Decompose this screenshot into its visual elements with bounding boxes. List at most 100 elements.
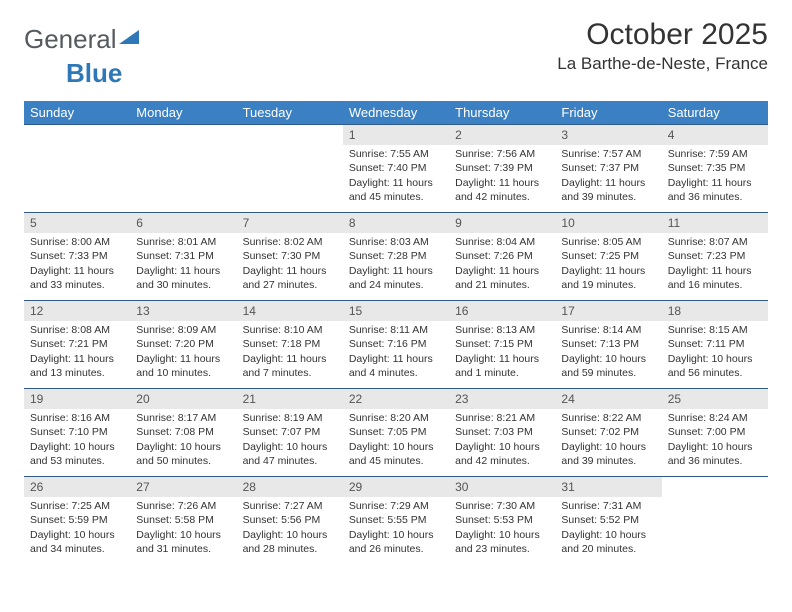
sunrise-text: Sunrise: 7:25 AM — [30, 499, 124, 513]
sunrise-text: Sunrise: 8:17 AM — [136, 411, 230, 425]
day-number: 20 — [130, 389, 236, 409]
daylight-text: Daylight: 10 hours and 53 minutes. — [30, 440, 124, 468]
day-content: Sunrise: 8:20 AMSunset: 7:05 PMDaylight:… — [343, 409, 449, 472]
calendar-cell: 23Sunrise: 8:21 AMSunset: 7:03 PMDayligh… — [449, 389, 555, 477]
day-content: Sunrise: 8:22 AMSunset: 7:02 PMDaylight:… — [555, 409, 661, 472]
day-content: Sunrise: 8:24 AMSunset: 7:00 PMDaylight:… — [662, 409, 768, 472]
day-content: Sunrise: 7:25 AMSunset: 5:59 PMDaylight:… — [24, 497, 130, 560]
sunrise-text: Sunrise: 8:15 AM — [668, 323, 762, 337]
calendar-cell: 25Sunrise: 8:24 AMSunset: 7:00 PMDayligh… — [662, 389, 768, 477]
day-content: Sunrise: 7:31 AMSunset: 5:52 PMDaylight:… — [555, 497, 661, 560]
calendar-cell: 19Sunrise: 8:16 AMSunset: 7:10 PMDayligh… — [24, 389, 130, 477]
sunset-text: Sunset: 5:52 PM — [561, 513, 655, 527]
day-number: 10 — [555, 213, 661, 233]
day-number: 2 — [449, 125, 555, 145]
calendar-cell: 12Sunrise: 8:08 AMSunset: 7:21 PMDayligh… — [24, 301, 130, 389]
calendar-cell: 3Sunrise: 7:57 AMSunset: 7:37 PMDaylight… — [555, 125, 661, 213]
sunset-text: Sunset: 7:31 PM — [136, 249, 230, 263]
daylight-text: Daylight: 10 hours and 28 minutes. — [243, 528, 337, 556]
sunrise-text: Sunrise: 8:13 AM — [455, 323, 549, 337]
day-content: Sunrise: 8:13 AMSunset: 7:15 PMDaylight:… — [449, 321, 555, 384]
day-content: Sunrise: 8:21 AMSunset: 7:03 PMDaylight:… — [449, 409, 555, 472]
sunset-text: Sunset: 7:39 PM — [455, 161, 549, 175]
daylight-text: Daylight: 11 hours and 19 minutes. — [561, 264, 655, 292]
sunrise-text: Sunrise: 8:08 AM — [30, 323, 124, 337]
sunrise-text: Sunrise: 8:02 AM — [243, 235, 337, 249]
day-content: Sunrise: 7:59 AMSunset: 7:35 PMDaylight:… — [662, 145, 768, 208]
daylight-text: Daylight: 11 hours and 30 minutes. — [136, 264, 230, 292]
day-number: 14 — [237, 301, 343, 321]
location-subtitle: La Barthe-de-Neste, France — [557, 54, 768, 74]
day-content: Sunrise: 8:05 AMSunset: 7:25 PMDaylight:… — [555, 233, 661, 296]
daylight-text: Daylight: 10 hours and 34 minutes. — [30, 528, 124, 556]
sunset-text: Sunset: 7:23 PM — [668, 249, 762, 263]
day-content: Sunrise: 7:26 AMSunset: 5:58 PMDaylight:… — [130, 497, 236, 560]
daylight-text: Daylight: 10 hours and 50 minutes. — [136, 440, 230, 468]
day-number: 27 — [130, 477, 236, 497]
sunrise-text: Sunrise: 7:55 AM — [349, 147, 443, 161]
sunset-text: Sunset: 5:59 PM — [30, 513, 124, 527]
day-number: 16 — [449, 301, 555, 321]
calendar-cell — [662, 477, 768, 565]
sunrise-text: Sunrise: 7:29 AM — [349, 499, 443, 513]
calendar-cell: 10Sunrise: 8:05 AMSunset: 7:25 PMDayligh… — [555, 213, 661, 301]
calendar-cell — [237, 125, 343, 213]
sunrise-text: Sunrise: 8:20 AM — [349, 411, 443, 425]
sunrise-text: Sunrise: 8:09 AM — [136, 323, 230, 337]
day-number: 5 — [24, 213, 130, 233]
sunset-text: Sunset: 7:37 PM — [561, 161, 655, 175]
day-number: 31 — [555, 477, 661, 497]
day-content: Sunrise: 7:30 AMSunset: 5:53 PMDaylight:… — [449, 497, 555, 560]
calendar-cell: 18Sunrise: 8:15 AMSunset: 7:11 PMDayligh… — [662, 301, 768, 389]
sunrise-text: Sunrise: 7:56 AM — [455, 147, 549, 161]
day-content: Sunrise: 8:08 AMSunset: 7:21 PMDaylight:… — [24, 321, 130, 384]
daylight-text: Daylight: 11 hours and 21 minutes. — [455, 264, 549, 292]
sunrise-text: Sunrise: 8:04 AM — [455, 235, 549, 249]
daylight-text: Daylight: 10 hours and 45 minutes. — [349, 440, 443, 468]
day-content: Sunrise: 7:57 AMSunset: 7:37 PMDaylight:… — [555, 145, 661, 208]
day-number: 19 — [24, 389, 130, 409]
calendar-row: 5Sunrise: 8:00 AMSunset: 7:33 PMDaylight… — [24, 213, 768, 301]
day-content: Sunrise: 7:27 AMSunset: 5:56 PMDaylight:… — [237, 497, 343, 560]
day-content: Sunrise: 8:17 AMSunset: 7:08 PMDaylight:… — [130, 409, 236, 472]
sunset-text: Sunset: 7:00 PM — [668, 425, 762, 439]
day-number: 30 — [449, 477, 555, 497]
sunset-text: Sunset: 7:02 PM — [561, 425, 655, 439]
weekday-header: Tuesday — [237, 101, 343, 125]
sunrise-text: Sunrise: 8:05 AM — [561, 235, 655, 249]
sunset-text: Sunset: 7:15 PM — [455, 337, 549, 351]
day-content: Sunrise: 8:00 AMSunset: 7:33 PMDaylight:… — [24, 233, 130, 296]
sunset-text: Sunset: 7:26 PM — [455, 249, 549, 263]
day-number: 25 — [662, 389, 768, 409]
sunrise-text: Sunrise: 7:59 AM — [668, 147, 762, 161]
weekday-header: Sunday — [24, 101, 130, 125]
calendar-cell: 17Sunrise: 8:14 AMSunset: 7:13 PMDayligh… — [555, 301, 661, 389]
calendar-cell: 7Sunrise: 8:02 AMSunset: 7:30 PMDaylight… — [237, 213, 343, 301]
day-number: 13 — [130, 301, 236, 321]
brand-logo: General — [24, 24, 141, 55]
day-content: Sunrise: 8:04 AMSunset: 7:26 PMDaylight:… — [449, 233, 555, 296]
calendar-cell — [130, 125, 236, 213]
daylight-text: Daylight: 10 hours and 39 minutes. — [561, 440, 655, 468]
calendar-row: 19Sunrise: 8:16 AMSunset: 7:10 PMDayligh… — [24, 389, 768, 477]
sunset-text: Sunset: 7:10 PM — [30, 425, 124, 439]
calendar-cell: 2Sunrise: 7:56 AMSunset: 7:39 PMDaylight… — [449, 125, 555, 213]
brand-blue: Blue — [66, 58, 122, 88]
calendar-table: Sunday Monday Tuesday Wednesday Thursday… — [24, 101, 768, 565]
calendar-cell: 27Sunrise: 7:26 AMSunset: 5:58 PMDayligh… — [130, 477, 236, 565]
title-block: October 2025 La Barthe-de-Neste, France — [557, 18, 768, 74]
sunset-text: Sunset: 5:55 PM — [349, 513, 443, 527]
day-content: Sunrise: 7:56 AMSunset: 7:39 PMDaylight:… — [449, 145, 555, 208]
sunrise-text: Sunrise: 8:10 AM — [243, 323, 337, 337]
weekday-header: Wednesday — [343, 101, 449, 125]
day-number: 4 — [662, 125, 768, 145]
sunset-text: Sunset: 7:16 PM — [349, 337, 443, 351]
sunset-text: Sunset: 7:35 PM — [668, 161, 762, 175]
sunset-text: Sunset: 7:08 PM — [136, 425, 230, 439]
day-number: 29 — [343, 477, 449, 497]
calendar-cell: 30Sunrise: 7:30 AMSunset: 5:53 PMDayligh… — [449, 477, 555, 565]
weekday-header: Saturday — [662, 101, 768, 125]
sunrise-text: Sunrise: 8:14 AM — [561, 323, 655, 337]
day-number: 3 — [555, 125, 661, 145]
day-number: 8 — [343, 213, 449, 233]
